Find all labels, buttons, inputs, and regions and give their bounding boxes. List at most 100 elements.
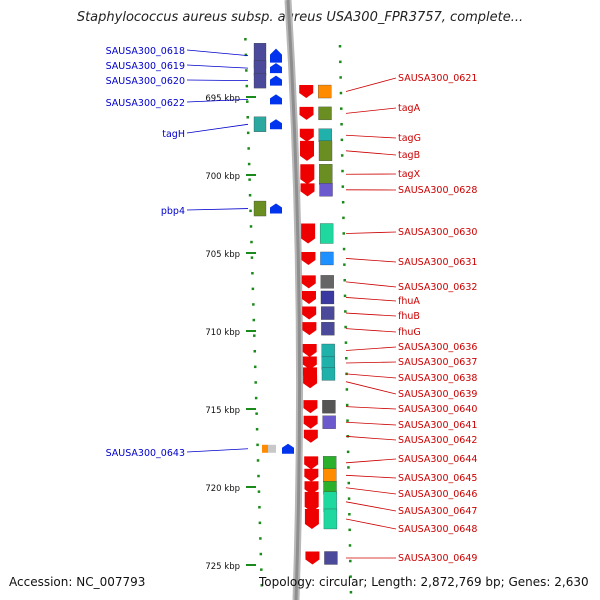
- gene-label-tagb[interactable]: tagB: [398, 150, 420, 161]
- gene-label-sausa300_0620[interactable]: SAUSA300_0620: [106, 76, 185, 87]
- gene-feature-box[interactable]: [323, 468, 337, 482]
- gene-label-sausa300_0640[interactable]: SAUSA300_0640: [398, 404, 477, 415]
- gene-feature-box[interactable]: [323, 491, 337, 512]
- gene-feature-box[interactable]: [321, 367, 336, 381]
- gene-label-sausa300_0646[interactable]: SAUSA300_0646: [398, 489, 477, 500]
- reverse-gene-arrow[interactable]: [302, 344, 317, 357]
- gene-feature-box[interactable]: [320, 290, 335, 305]
- gene-feature-box[interactable]: [320, 251, 334, 266]
- reverse-gene-arrow[interactable]: [304, 508, 319, 529]
- reverse-gene-arrow[interactable]: [301, 251, 316, 265]
- gene-label-sausa300_0619[interactable]: SAUSA300_0619: [106, 61, 185, 72]
- gene-label-fhua[interactable]: fhuA: [398, 296, 420, 307]
- reverse-gene-arrow[interactable]: [299, 106, 314, 120]
- gene-feature-box[interactable]: [323, 456, 337, 470]
- reverse-gene-arrow[interactable]: [303, 400, 318, 414]
- gene-label-sausa300_0639[interactable]: SAUSA300_0639: [398, 389, 477, 400]
- reverse-gene-arrow[interactable]: [301, 223, 316, 244]
- reverse-gene-arrow[interactable]: [300, 164, 315, 185]
- gene-label-tagh[interactable]: tagH: [162, 129, 185, 140]
- gene-label-sausa300_0628[interactable]: SAUSA300_0628: [398, 185, 477, 196]
- gene-feature-box[interactable]: [319, 183, 333, 197]
- gene-label-sausa300_0630[interactable]: SAUSA300_0630: [398, 227, 477, 238]
- gene-feature-box[interactable]: [322, 400, 336, 414]
- forward-gene-arrow[interactable]: [270, 119, 282, 130]
- gene-label-sausa300_0649[interactable]: SAUSA300_0649: [398, 553, 477, 564]
- reverse-gene-arrow[interactable]: [300, 140, 315, 161]
- reverse-gene-arrow[interactable]: [303, 429, 318, 443]
- gene-label-sausa300_0638[interactable]: SAUSA300_0638: [398, 373, 477, 384]
- forward-gene-arrow[interactable]: [270, 203, 282, 214]
- gene-label-taga[interactable]: tagA: [398, 103, 421, 114]
- forward-gene-arrow[interactable]: [270, 94, 282, 105]
- gene-label-sausa300_0631[interactable]: SAUSA300_0631: [398, 257, 477, 268]
- reverse-gene-arrow[interactable]: [299, 85, 314, 99]
- scale-tick-dot: [340, 138, 344, 142]
- reverse-gene-arrow[interactable]: [303, 375, 318, 389]
- gene-label-sausa300_0641[interactable]: SAUSA300_0641: [398, 420, 477, 431]
- gene-label-fhub[interactable]: fhuB: [398, 311, 420, 322]
- forward-gene-arrow[interactable]: [270, 63, 282, 74]
- gene-label-sausa300_0621[interactable]: SAUSA300_0621: [398, 73, 477, 84]
- gene-leader-line: [345, 328, 397, 333]
- forward-gene-arrow[interactable]: [282, 443, 294, 454]
- gene-label-tagx[interactable]: tagX: [398, 169, 421, 180]
- reverse-gene-arrow[interactable]: [304, 491, 319, 512]
- gene-label-tagg[interactable]: tagG: [398, 133, 421, 144]
- reverse-gene-arrow[interactable]: [304, 456, 319, 470]
- scale-tick-dot: [248, 194, 252, 197]
- gene-feature-box[interactable]: [324, 551, 338, 565]
- reverse-gene-arrow[interactable]: [302, 322, 317, 336]
- gene-feature-box[interactable]: [253, 116, 267, 132]
- gene-label-sausa300_0647[interactable]: SAUSA300_0647: [398, 506, 477, 517]
- gene-label-fhug[interactable]: fhuG: [398, 327, 421, 338]
- gene-label-sausa300_0618[interactable]: SAUSA300_0618: [106, 46, 185, 57]
- gene-feature-box[interactable]: [318, 128, 332, 142]
- gene-label-sausa300_0642[interactable]: SAUSA300_0642: [398, 435, 477, 446]
- gene-feature-box[interactable]: [318, 106, 332, 121]
- gene-leader-line: [345, 107, 397, 114]
- gene-feature-box[interactable]: [253, 200, 267, 217]
- reverse-gene-arrow[interactable]: [302, 356, 317, 370]
- gene-label-sausa300_0648[interactable]: SAUSA300_0648: [398, 524, 477, 535]
- gene-feature-box[interactable]: [268, 444, 276, 453]
- forward-gene-arrow[interactable]: [270, 48, 282, 63]
- gene-feature-box[interactable]: [253, 72, 267, 89]
- gene-feature-box[interactable]: [323, 508, 338, 530]
- reverse-gene-arrow[interactable]: [301, 275, 316, 289]
- gene-leader-line: [186, 98, 249, 103]
- reverse-gene-arrow[interactable]: [304, 481, 319, 495]
- gene-label-sausa300_0637[interactable]: SAUSA300_0637: [398, 357, 477, 368]
- gene-feature-box[interactable]: [319, 223, 334, 244]
- scale-tick-dot: [347, 481, 350, 485]
- reverse-gene-arrow[interactable]: [304, 468, 319, 482]
- gene-feature-box[interactable]: [319, 164, 333, 185]
- gene-label-pbp4[interactable]: pbp4: [161, 206, 185, 217]
- gene-label-sausa300_0622[interactable]: SAUSA300_0622: [106, 98, 185, 109]
- scale-label: 725 kbp: [205, 562, 240, 572]
- gene-label-sausa300_0645[interactable]: SAUSA300_0645: [398, 473, 477, 484]
- gene-label-sausa300_0644[interactable]: SAUSA300_0644: [398, 454, 477, 465]
- forward-gene-arrow[interactable]: [270, 75, 282, 86]
- reverse-gene-arrow[interactable]: [303, 415, 318, 429]
- gene-feature-box[interactable]: [262, 444, 268, 453]
- reverse-gene-arrow[interactable]: [302, 306, 317, 320]
- reverse-gene-arrow[interactable]: [305, 551, 320, 565]
- reverse-gene-arrow[interactable]: [301, 290, 316, 304]
- gene-label-sausa300_0636[interactable]: SAUSA300_0636: [398, 342, 477, 353]
- gene-feature-box[interactable]: [320, 275, 334, 289]
- gene-label-sausa300_0632[interactable]: SAUSA300_0632: [398, 282, 477, 293]
- gene-feature-box[interactable]: [321, 306, 335, 320]
- gene-feature-box[interactable]: [318, 84, 332, 99]
- gene-feature-box[interactable]: [322, 415, 336, 429]
- gene-feature-box[interactable]: [321, 322, 335, 336]
- scale-ticks: [244, 38, 353, 594]
- scale-tick-dot: [252, 303, 255, 306]
- scale-tick-dot: [258, 506, 261, 509]
- reverse-gene-arrow[interactable]: [300, 183, 315, 197]
- reverse-gene-arrow[interactable]: [299, 128, 314, 142]
- gene-label-sausa300_0643[interactable]: SAUSA300_0643: [106, 448, 185, 459]
- gene-feature-box[interactable]: [321, 343, 335, 358]
- gene-feature-box[interactable]: [318, 140, 333, 161]
